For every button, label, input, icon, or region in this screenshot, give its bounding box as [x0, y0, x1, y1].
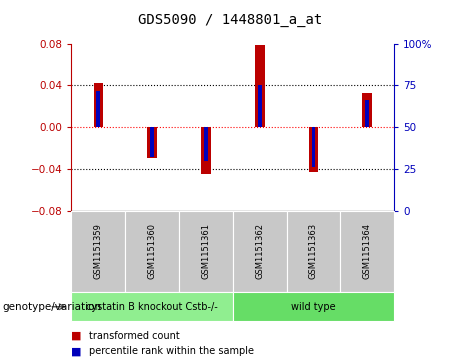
- Bar: [204, 127, 208, 162]
- Text: wild type: wild type: [291, 302, 336, 312]
- Text: GSM1151359: GSM1151359: [94, 224, 103, 279]
- Text: GSM1151363: GSM1151363: [309, 223, 318, 280]
- Bar: [148, 127, 157, 158]
- Bar: [201, 127, 211, 174]
- Bar: [366, 100, 369, 127]
- Text: GSM1151361: GSM1151361: [201, 223, 210, 280]
- Bar: [96, 90, 100, 127]
- Bar: [255, 45, 265, 127]
- Text: ■: ■: [71, 346, 82, 356]
- Text: GDS5090 / 1448801_a_at: GDS5090 / 1448801_a_at: [138, 13, 323, 27]
- Bar: [362, 93, 372, 127]
- Text: ■: ■: [71, 331, 82, 341]
- Text: percentile rank within the sample: percentile rank within the sample: [89, 346, 254, 356]
- Bar: [258, 85, 261, 127]
- Bar: [94, 83, 103, 127]
- Text: GSM1151362: GSM1151362: [255, 223, 264, 280]
- Bar: [309, 127, 318, 172]
- Text: cystatin B knockout Cstb-/-: cystatin B knockout Cstb-/-: [86, 302, 218, 312]
- Bar: [312, 127, 315, 167]
- Text: genotype/variation: genotype/variation: [2, 302, 101, 312]
- Text: transformed count: transformed count: [89, 331, 180, 341]
- Bar: [150, 127, 154, 157]
- Text: GSM1151364: GSM1151364: [363, 223, 372, 280]
- Text: GSM1151360: GSM1151360: [148, 223, 157, 280]
